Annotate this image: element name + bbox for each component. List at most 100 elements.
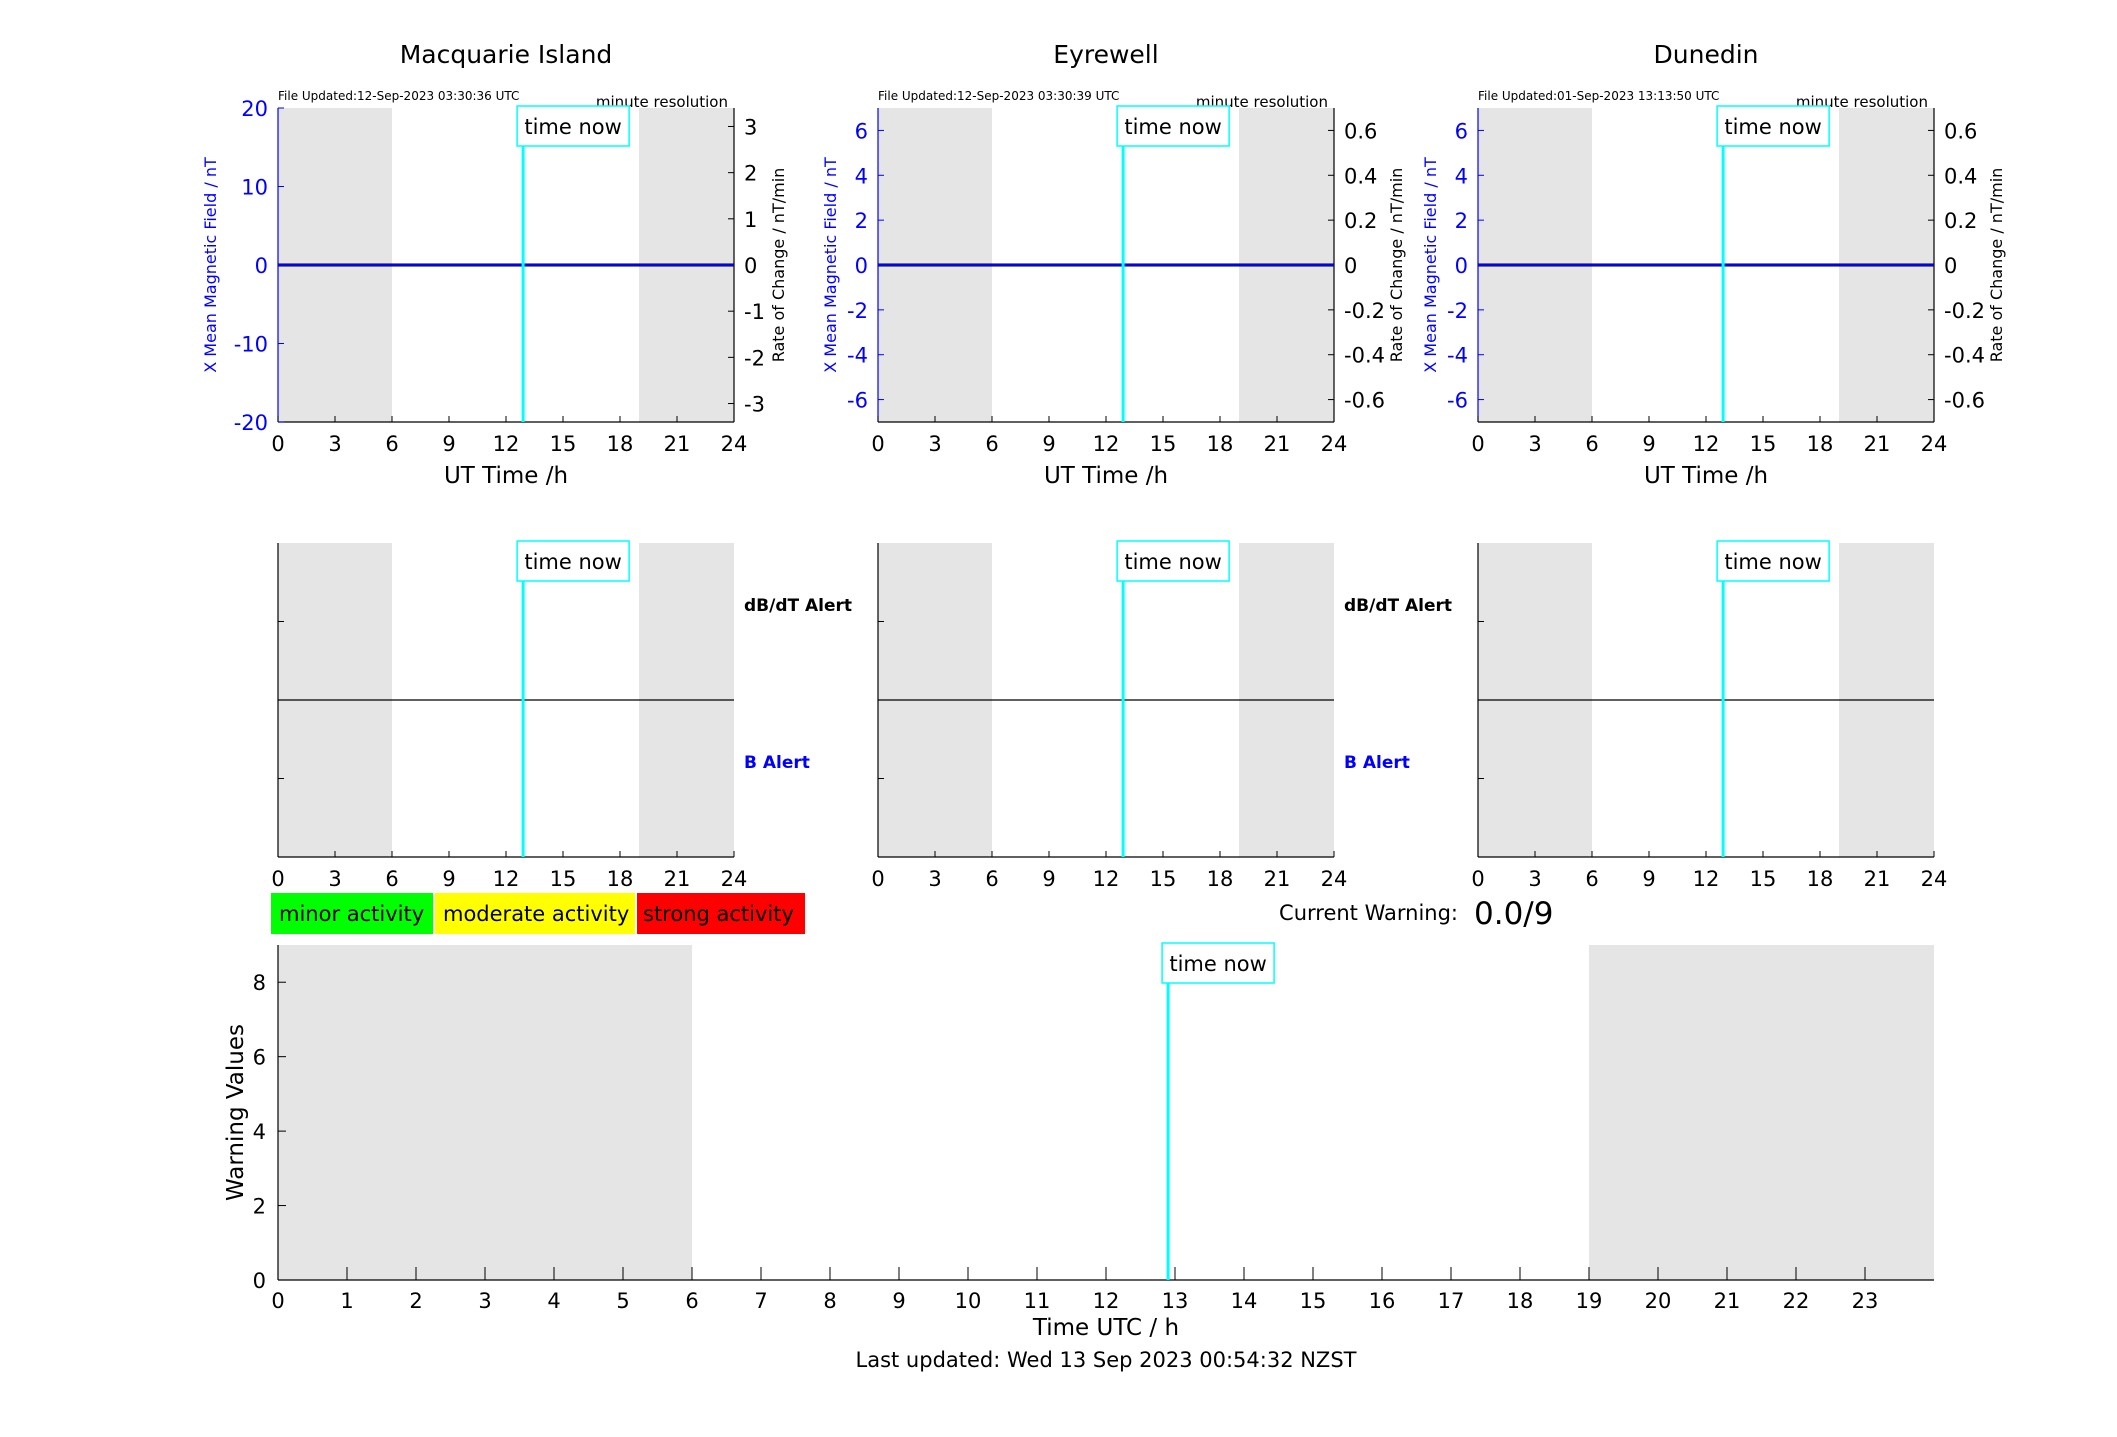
warning-panel-x-tick-label: 19 — [1576, 1289, 1603, 1313]
panel-1-x-tick-label: 21 — [664, 432, 691, 456]
panel-3-y-tick-label: 0 — [1455, 254, 1468, 278]
panel-1-xlabel: UT Time /h — [444, 463, 568, 489]
alert-panel-2-x-tick-label: 18 — [1207, 867, 1234, 891]
alert-panel-3-x-tick-label: 24 — [1921, 867, 1948, 891]
panel-2-x-tick-label: 18 — [1207, 432, 1234, 456]
panel-1-y-tick-label: -20 — [234, 411, 268, 435]
warning-panel-x-tick-label: 5 — [616, 1289, 629, 1313]
panel-1-x-tick-label: 9 — [442, 432, 455, 456]
warning-panel-night-shade-0 — [278, 945, 692, 1280]
panel-1-x-tick-label: 18 — [607, 432, 634, 456]
warning-panel-x-tick-label: 16 — [1369, 1289, 1396, 1313]
alert-panel-1-dbdt-label: dB/dT Alert — [744, 596, 852, 616]
warning-panel-time-now-box — [1161, 942, 1275, 984]
panel-3-y-tick-label: -2 — [1447, 299, 1468, 323]
panel-1-y2-tick-label: 0 — [744, 254, 757, 278]
panel-3-x-tick-label: 24 — [1921, 432, 1948, 456]
panel-2-xlabel: UT Time /h — [1044, 463, 1168, 489]
warning-panel-y-tick-label: 0 — [253, 1269, 266, 1293]
panel-1-time-now-box — [516, 105, 630, 147]
warning-panel-x-tick-label: 9 — [892, 1289, 905, 1313]
alert-panel-2-b-label: B Alert — [1344, 753, 1410, 773]
panel-2-x-tick-label: 12 — [1093, 432, 1120, 456]
alert-panel-2-x-tick-label: 3 — [928, 867, 941, 891]
panel-3-x-tick-label: 9 — [1642, 432, 1655, 456]
warning-panel-x-tick-label: 15 — [1300, 1289, 1327, 1313]
panel-3-y-tick-label: 4 — [1455, 164, 1468, 188]
panel-2-title: Eyrewell — [1053, 40, 1158, 69]
panel-3-title: Dunedin — [1654, 40, 1759, 69]
legend-moderate-swatch — [435, 893, 635, 934]
alert-panel-2-x-tick-label: 24 — [1321, 867, 1348, 891]
panel-1-y2-tick-label: -1 — [744, 300, 765, 324]
warning-panel-x-tick-label: 21 — [1714, 1289, 1741, 1313]
panel-2-y2-tick-label: -0.4 — [1344, 344, 1385, 368]
panel-3-y2-tick-label: 0 — [1944, 254, 1957, 278]
legend-minor-swatch — [271, 893, 433, 934]
panel-3-y2-tick-label: 0.4 — [1944, 164, 1977, 188]
alert-panel-3-x-tick-label: 18 — [1807, 867, 1834, 891]
panel-2-y-tick-label: 6 — [855, 119, 868, 143]
panel-3-xlabel: UT Time /h — [1644, 463, 1768, 489]
panel-2-file-updated: File Updated:12-Sep-2023 03:30:39 UTC — [878, 89, 1119, 103]
alert-panel-3-time-now-box — [1716, 540, 1830, 582]
panel-1-title: Macquarie Island — [400, 40, 613, 69]
panel-1-x-tick-label: 0 — [271, 432, 284, 456]
panel-1-y2-tick-label: -3 — [744, 393, 765, 417]
alert-panel-2-x-tick-label: 21 — [1264, 867, 1291, 891]
alert-panel-1-x-tick-label: 9 — [442, 867, 455, 891]
panel-1-x-tick-label: 15 — [550, 432, 577, 456]
panel-2-time-now-box — [1116, 105, 1230, 147]
alert-panel-3-x-tick-label: 21 — [1864, 867, 1891, 891]
panel-3-y-tick-label: 2 — [1455, 209, 1468, 233]
alert-panel-2-x-tick-label: 12 — [1093, 867, 1120, 891]
warning-panel-x-tick-label: 12 — [1093, 1289, 1120, 1313]
warning-panel-x-tick-label: 3 — [478, 1289, 491, 1313]
alert-panel-3-x-tick-label: 3 — [1528, 867, 1541, 891]
warning-panel-x-tick-label: 17 — [1438, 1289, 1465, 1313]
warning-panel-x-tick-label: 22 — [1783, 1289, 1810, 1313]
alert-panel-1-x-tick-label: 6 — [385, 867, 398, 891]
panel-3-ylabel: X Mean Magnetic Field / nT — [1421, 157, 1440, 373]
warning-panel-x-tick-label: 10 — [955, 1289, 982, 1313]
panel-3-y2-tick-label: 0.2 — [1944, 209, 1977, 233]
panel-3-y2label: Rate of Change / nT/min — [1987, 168, 2006, 363]
alert-panel-3-x-tick-label: 6 — [1585, 867, 1598, 891]
warning-panel-time-now-label: time now — [1169, 952, 1266, 976]
panel-3-y2-tick-label: 0.6 — [1944, 119, 1977, 143]
panel-2-y-tick-label: -6 — [847, 389, 868, 413]
warning-panel-x-tick-label: 14 — [1231, 1289, 1258, 1313]
panel-1-y-tick-label: 10 — [241, 176, 268, 200]
alert-panel-3-time-now-label: time now — [1724, 550, 1821, 574]
panel-2-y2-tick-label: 0.2 — [1344, 209, 1377, 233]
panel-3-x-tick-label: 6 — [1585, 432, 1598, 456]
panel-2-time-now-label: time now — [1124, 115, 1221, 139]
alert-panel-1-time-now-box — [516, 540, 630, 582]
panel-2-y-tick-label: 4 — [855, 164, 868, 188]
panel-2-ylabel: X Mean Magnetic Field / nT — [821, 157, 840, 373]
panel-3-y2-tick-label: -0.6 — [1944, 389, 1985, 413]
alert-panel-3-x-tick-label: 9 — [1642, 867, 1655, 891]
current-warning-value: 0.0/9 — [1474, 896, 1553, 932]
panel-1-y2-tick-label: -2 — [744, 346, 765, 370]
legend-moderate-label: moderate activity — [443, 902, 629, 926]
panel-2-x-tick-label: 21 — [1264, 432, 1291, 456]
panel-2-y2-tick-label: 0.4 — [1344, 164, 1377, 188]
panel-1-time-now-label: time now — [524, 115, 621, 139]
warning-panel-x-tick-label: 2 — [409, 1289, 422, 1313]
panel-1-x-tick-label: 24 — [721, 432, 748, 456]
panel-1-x-tick-label: 3 — [328, 432, 341, 456]
panel-2-y2-tick-label: 0.6 — [1344, 119, 1377, 143]
panel-1-file-updated: File Updated:12-Sep-2023 03:30:36 UTC — [278, 89, 519, 103]
panel-3-x-tick-label: 15 — [1750, 432, 1777, 456]
panel-3-y2-tick-label: -0.4 — [1944, 344, 1985, 368]
alert-panel-2-x-tick-label: 6 — [985, 867, 998, 891]
panel-2-y-tick-label: -4 — [847, 344, 868, 368]
warning-panel-x-tick-label: 18 — [1507, 1289, 1534, 1313]
panel-1-ylabel: X Mean Magnetic Field / nT — [201, 157, 220, 373]
panel-2-x-tick-label: 15 — [1150, 432, 1177, 456]
warning-panel-x-tick-label: 11 — [1024, 1289, 1051, 1313]
alert-panel-2-x-tick-label: 9 — [1042, 867, 1055, 891]
warning-panel-y-tick-label: 2 — [253, 1195, 266, 1219]
